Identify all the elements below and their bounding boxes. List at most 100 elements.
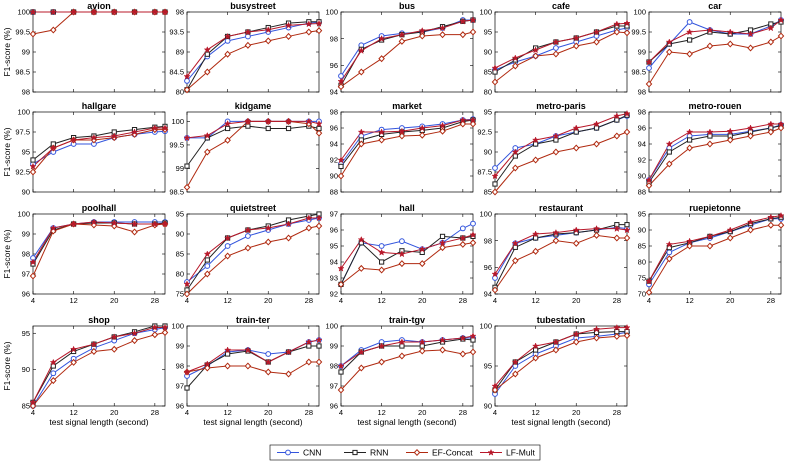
y-tick-label: 100 [633, 8, 646, 17]
data-point-ef-concat [285, 32, 292, 40]
data-point-lf-mult [511, 148, 520, 156]
y-tick-label: 90 [22, 188, 30, 197]
series-line-ef-concat [340, 242, 474, 285]
data-point-ef-concat [337, 280, 345, 288]
data-point-ef-concat [285, 234, 292, 242]
panel-bus: bus 94 96 98 100 [325, 1, 477, 97]
data-point-lf-mult [746, 124, 755, 132]
data-point-rnn [285, 125, 292, 132]
x-tick-label: 12 [531, 296, 539, 305]
series-line-lf-mult [32, 127, 165, 167]
data-point-lf-mult [130, 128, 139, 136]
data-point-ef-concat [305, 28, 313, 36]
y-tick-label: 98 [330, 34, 338, 43]
x-tick-label: 20 [572, 296, 580, 305]
data-point-lf-mult [305, 338, 313, 346]
data-point-rnn [225, 351, 231, 357]
legend-item-ef-concat: EF-Concat [406, 448, 473, 458]
data-point-lf-mult [110, 333, 118, 341]
data-point-lf-mult [49, 8, 58, 16]
data-point-lf-mult [264, 224, 272, 232]
data-point-ef-concat [378, 358, 385, 366]
data-point-ef-concat [469, 239, 477, 247]
data-point-ef-concat [512, 257, 519, 265]
data-point-rnn [265, 125, 271, 132]
data-point-ef-concat [623, 234, 631, 242]
data-point-ef-concat [398, 352, 406, 360]
panel-title: quietstreet [230, 203, 276, 213]
y-tick-label: 98 [330, 362, 338, 371]
x-tick-label: 12 [531, 408, 539, 417]
legend-label: EF-Concat [432, 448, 473, 458]
x-tick-label: 20 [726, 296, 734, 305]
data-point-ef-concat [398, 37, 406, 45]
data-point-ef-concat [572, 239, 580, 247]
panel-title: market [392, 101, 422, 111]
data-point-ef-concat [264, 368, 272, 376]
x-tick-label: 20 [110, 408, 118, 417]
y-tick-label: 89 [176, 48, 184, 57]
y-tick-label: 98 [22, 250, 30, 259]
data-point-ef-concat [726, 234, 734, 242]
data-point-ef-concat [204, 364, 211, 372]
data-point-ef-concat [623, 128, 631, 136]
data-point-cnn [399, 238, 405, 245]
series-line-lf-mult [340, 119, 473, 161]
y-tick-label: 96 [330, 226, 338, 235]
data-point-lf-mult [223, 120, 232, 128]
y-tick-label: 99 [22, 48, 30, 57]
data-point-ef-concat [645, 80, 653, 88]
series-line-lf-mult [648, 215, 782, 282]
legend-marker [285, 449, 291, 456]
data-point-rnn [533, 141, 539, 147]
data-point-lf-mult [183, 72, 191, 80]
data-point-lf-mult [183, 280, 191, 288]
panel-title: kidgame [235, 101, 272, 111]
data-point-rnn [573, 129, 579, 135]
data-point-ef-concat [398, 132, 406, 140]
series-line-lf-mult [494, 22, 628, 69]
data-point-lf-mult [572, 34, 580, 42]
data-point-ef-concat [777, 124, 785, 132]
panel-metro-rouen: metro-rouen 88 90 92 94 96 98 [638, 101, 785, 197]
panel-avion: avion 98 98.5 99 99.5 100 F1-score (%) [2, 1, 169, 97]
data-point-ef-concat [645, 182, 653, 190]
data-point-lf-mult [572, 124, 580, 132]
data-point-ef-concat [264, 37, 272, 45]
x-tick-label: 12 [377, 408, 385, 417]
x-tick-label: 12 [223, 296, 231, 305]
data-point-ef-concat [552, 50, 560, 58]
data-point-cnn [50, 370, 57, 377]
data-point-lf-mult [284, 220, 293, 228]
data-point-ef-concat [593, 38, 600, 46]
data-point-lf-mult [438, 336, 447, 344]
data-point-ef-concat [224, 136, 231, 144]
data-point-lf-mult [706, 26, 714, 34]
data-point-ef-concat [767, 128, 775, 136]
data-point-rnn [316, 343, 322, 349]
x-tick-label: 28 [459, 408, 467, 417]
panel-busystreet: busystreet 80 84.5 89 93.5 98 [169, 1, 323, 97]
y-tick-label: 98.5 [631, 68, 646, 77]
data-point-lf-mult [357, 235, 366, 243]
data-point-cnn [204, 263, 211, 269]
data-point-lf-mult [438, 24, 447, 32]
data-point-lf-mult [315, 214, 323, 222]
data-point-rnn [338, 369, 344, 375]
y-tick-label: 95 [638, 210, 646, 219]
data-point-rnn [184, 385, 190, 391]
y-tick-label: 99 [330, 342, 338, 351]
axes-frame [186, 111, 320, 193]
data-point-rnn [306, 343, 312, 349]
data-point-cnn [184, 77, 190, 84]
data-point-lf-mult [685, 128, 694, 136]
data-point-lf-mult [357, 128, 366, 136]
panel-title: busystreet [230, 1, 276, 11]
data-point-lf-mult [531, 342, 540, 350]
data-point-ef-concat [469, 120, 477, 128]
y-tick-label: 92.5 [15, 168, 30, 177]
data-point-ef-concat [161, 329, 169, 337]
data-point-lf-mult [49, 358, 58, 366]
data-point-lf-mult [613, 20, 621, 28]
